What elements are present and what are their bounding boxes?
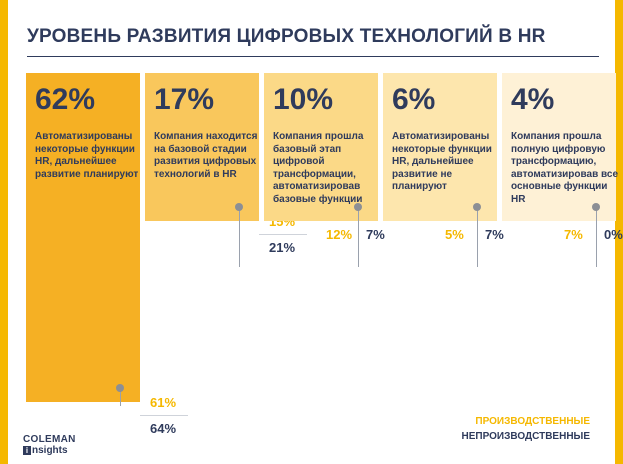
chart-bar: 62% Автоматизированы некоторые функции HR… <box>26 73 140 402</box>
non-production-value: 21% <box>269 240 296 255</box>
chart-bar: 6% Автоматизированы некоторые функции HR,… <box>383 73 497 221</box>
value-marker-dot <box>354 203 362 211</box>
logo-top-text: COLEMAN <box>23 434 76 445</box>
bar-category-label: Компания прошла базовый этап цифровой тр… <box>273 131 364 205</box>
non-production-value: 7% <box>366 227 385 242</box>
value-marker-line <box>596 207 597 267</box>
logo-i-badge: i <box>23 445 31 455</box>
bar-value-label: 10% <box>273 83 334 116</box>
chart-bar: 17% Компания находится на базовой стадии … <box>145 73 259 221</box>
non-production-value: 0% <box>604 227 623 242</box>
bar-category-label: Автоматизированы некоторые функции HR, д… <box>392 131 492 192</box>
page-title: УРОВЕНЬ РАЗВИТИЯ ЦИФРОВЫХ ТЕХНОЛОГИЙ В H… <box>27 26 546 47</box>
bar-value-label: 4% <box>511 83 555 116</box>
value-marker-dot <box>116 384 124 392</box>
chart-bar: 4% Компания прошла полную цифровую трансф… <box>502 73 618 221</box>
production-value: 5% <box>445 227 464 242</box>
value-marker-line <box>239 207 240 267</box>
coleman-insights-logo: COLEMAN i nsights <box>23 435 76 457</box>
value-marker-line <box>477 207 478 267</box>
title-divider <box>27 56 599 57</box>
value-marker-dot <box>235 203 243 211</box>
chart-bar: 10% Компания прошла базовый этап цифровой… <box>264 73 378 221</box>
non-production-value: 64% <box>150 421 177 436</box>
bar-value-label: 17% <box>154 83 215 116</box>
value-marker-dot <box>473 203 481 211</box>
bar-value-label: 62% <box>35 83 96 116</box>
bar-category-label: Компания находится на базовой стадии раз… <box>154 131 258 180</box>
right-accent-strip <box>615 0 623 464</box>
production-value: 12% <box>326 227 353 242</box>
legend-non-production: НЕПРОИЗВОДСТВЕННЫЕ <box>461 431 590 442</box>
value-marker-line <box>358 207 359 267</box>
logo-bottom-line: i nsights <box>23 445 76 457</box>
bar-category-label: Автоматизированы некоторые функции HR, д… <box>35 131 139 180</box>
bar-value-label: 6% <box>392 83 436 116</box>
value-marker-dot <box>592 203 600 211</box>
separator-rule <box>259 234 307 235</box>
logo-bottom-text: nsights <box>32 445 68 456</box>
production-value: 7% <box>564 227 583 242</box>
legend-production: ПРОИЗВОДСТВЕННЫЕ <box>475 416 590 427</box>
left-accent-strip <box>0 0 8 464</box>
non-production-value: 7% <box>485 227 504 242</box>
separator-rule <box>140 415 188 416</box>
value-marker-line <box>120 388 121 406</box>
production-value: 61% <box>150 395 177 410</box>
bar-category-label: Компания прошла полную цифровую трансфор… <box>511 131 619 205</box>
